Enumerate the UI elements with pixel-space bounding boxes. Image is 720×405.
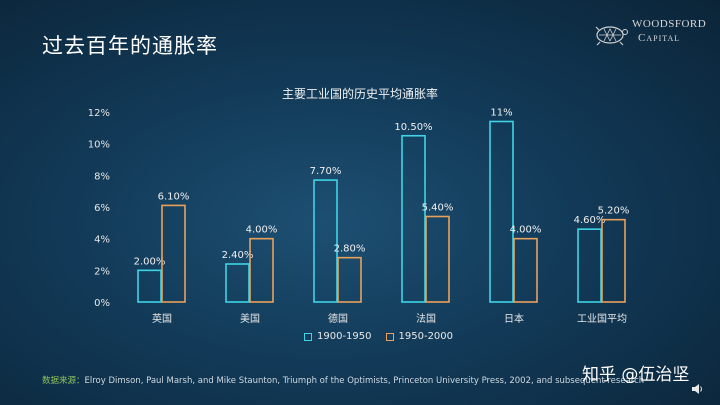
bar-series-2 (161, 204, 186, 303)
data-source-note: 数据来源：Elroy Dimson, Paul Marsh, and Mike … (42, 374, 644, 386)
legend-label-series-1: 1900-1950 (317, 331, 372, 342)
data-label: 7.70% (310, 166, 342, 177)
x-tick-label: 日本 (504, 312, 524, 325)
data-label: 5.20% (598, 206, 630, 217)
bar-series-1 (401, 134, 426, 303)
watermark: 知乎 @伍治坚 (582, 365, 690, 385)
bar-series-2 (249, 237, 274, 303)
bar-series-1 (577, 228, 602, 303)
x-tick-label: 德国 (328, 312, 348, 325)
y-tick-label: 10% (88, 140, 110, 151)
bar-series-2 (425, 215, 450, 303)
logo-name: WOODSFORD (632, 18, 707, 30)
x-tick-label: 英国 (152, 312, 172, 325)
bar-series-2 (513, 237, 538, 303)
legend-label-series-2: 1950-2000 (398, 331, 454, 342)
source-label: 数据来源： (42, 376, 85, 386)
y-tick-label: 2% (94, 266, 110, 277)
bar-series-1 (489, 120, 514, 303)
data-label: 10.50% (394, 122, 432, 133)
legend-item-series-2: 1950-2000 (385, 331, 454, 342)
legend-swatch-series-2 (385, 332, 394, 341)
y-tick-label: 6% (94, 203, 110, 214)
data-label: 4.60% (574, 215, 606, 226)
x-tick-label: 美国 (240, 312, 260, 325)
bar-series-2 (337, 256, 362, 303)
data-label: 2.40% (222, 250, 254, 261)
turtle-icon (595, 26, 628, 46)
source-text: Elroy Dimson, Paul Marsh, and Mike Staun… (84, 376, 645, 386)
y-tick-label: 4% (94, 235, 110, 246)
data-label: 4.00% (246, 225, 278, 236)
y-tick-label: 12% (88, 108, 110, 119)
y-tick-label: 8% (94, 171, 110, 182)
x-tick-label: 法国 (416, 312, 436, 325)
data-label: 6.10% (158, 191, 190, 202)
bar-series-1 (313, 179, 338, 303)
chart-legend: 1900-1950 1950-2000 (304, 331, 453, 342)
data-label: 4.00% (510, 225, 542, 236)
company-logo: WOODSFORD Capital (590, 18, 708, 48)
x-tick-label: 工业国平均 (577, 313, 627, 325)
data-label: 5.40% (422, 203, 454, 214)
bar-series-2 (601, 218, 626, 303)
data-label: 11% (490, 108, 512, 119)
chart-title: 主要工业国的历史平均通胀率 (281, 87, 438, 101)
speaker-icon[interactable] (690, 382, 704, 396)
y-tick-label: 0% (94, 298, 110, 309)
bar-series-1 (225, 263, 250, 303)
legend-swatch-series-1 (304, 332, 312, 341)
data-label: 2.00% (134, 256, 166, 267)
bar-series-1 (137, 269, 162, 303)
slide-title: 过去百年的通胀率 (42, 34, 218, 58)
data-label: 2.80% (334, 244, 366, 255)
legend-item-series-1: 1900-1950 (304, 331, 372, 342)
logo-subname: Capital (638, 32, 681, 44)
